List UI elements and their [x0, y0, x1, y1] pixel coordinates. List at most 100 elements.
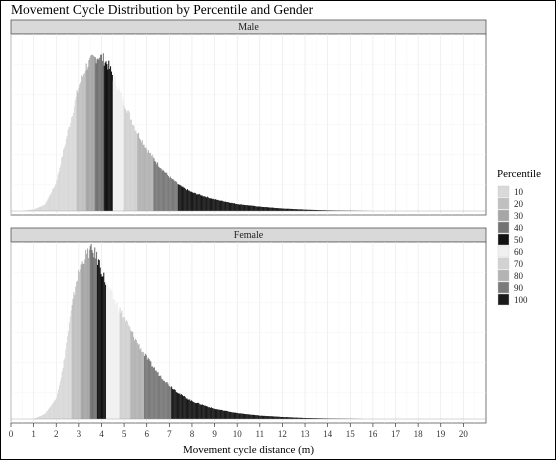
histogram-bar [294, 209, 296, 211]
histogram-bar [91, 54, 93, 211]
histogram-bar [223, 410, 225, 419]
histogram-bar [274, 416, 276, 419]
histogram-bar [223, 201, 225, 211]
histogram-bar [194, 402, 196, 419]
histogram-bar [178, 393, 180, 419]
histogram-bar [322, 210, 324, 211]
histogram-bar [80, 82, 82, 211]
histogram-bar [40, 415, 42, 419]
histogram-bar [113, 75, 115, 211]
histogram-bar [212, 199, 214, 211]
histogram-bar [152, 366, 154, 419]
histogram-bar [252, 414, 254, 419]
histogram-bar [103, 272, 105, 419]
histogram-bar [29, 209, 31, 211]
histogram-bar [153, 158, 155, 211]
histogram-bar [273, 207, 275, 211]
histogram-bar [140, 348, 142, 419]
histogram-bar [89, 57, 91, 211]
histogram-bar [190, 191, 192, 211]
histogram-bar [149, 152, 151, 211]
histogram-bar [315, 418, 317, 419]
histogram-bar [148, 152, 150, 211]
histogram-bar [110, 289, 112, 419]
histogram-bar [106, 64, 108, 211]
histogram-bar [319, 210, 321, 211]
histogram-bar [284, 417, 286, 419]
histogram-bar [77, 280, 79, 419]
histogram-bar [147, 152, 149, 211]
x-tick-label: 12 [278, 429, 287, 439]
histogram-bar [173, 389, 175, 419]
histogram-bar [280, 208, 282, 211]
histogram-bar [63, 360, 65, 419]
histogram-bar [205, 197, 207, 211]
histogram-bar [333, 210, 335, 211]
histogram-bar [251, 414, 253, 419]
histogram-bar [246, 413, 248, 419]
histogram-bar [163, 380, 165, 419]
histogram-bar [166, 172, 168, 211]
histogram-bar [253, 205, 255, 211]
histogram-bar [154, 161, 156, 211]
histogram-bar [167, 174, 169, 211]
histogram-bar [211, 407, 213, 419]
histogram-bar [198, 402, 200, 419]
histogram-bar [242, 204, 244, 211]
histogram-bar [224, 201, 226, 211]
histogram-bar [164, 172, 166, 211]
histogram-bar [150, 155, 152, 211]
histogram-bar [275, 207, 277, 211]
histogram-bar [297, 417, 299, 419]
histogram-bar [168, 385, 170, 419]
histogram-bar [182, 395, 184, 419]
histogram-bar [321, 418, 323, 419]
histogram-bar [253, 414, 255, 419]
histogram-bar [61, 157, 63, 211]
histogram-bar [62, 368, 64, 419]
histogram-bar [188, 399, 190, 419]
histogram-bar [269, 207, 271, 211]
histogram-bar [193, 193, 195, 211]
histogram-bar [294, 417, 296, 419]
x-tick-label: 9 [212, 429, 217, 439]
histogram-bar [277, 208, 279, 211]
histogram-bar [119, 307, 121, 419]
histogram-bar [300, 417, 302, 419]
histogram-bar [111, 290, 113, 419]
histogram-bar [267, 416, 269, 419]
histogram-bar [332, 210, 334, 211]
histogram-bar [122, 97, 124, 211]
histogram-bar [55, 183, 57, 211]
histogram-bar [106, 283, 108, 419]
histogram-bar [221, 200, 223, 211]
histogram-bar [288, 208, 290, 211]
histogram-bar [52, 189, 54, 211]
histogram-bar [42, 414, 44, 419]
histogram-bar [262, 415, 264, 419]
histogram-bar [91, 54, 93, 212]
histogram-bar [176, 181, 178, 211]
histogram-bar [174, 181, 176, 211]
histogram-bar [128, 110, 130, 211]
legend-swatch [497, 281, 510, 294]
x-tick-label: 17 [391, 429, 401, 439]
histogram-bar [139, 139, 141, 211]
histogram-bar [222, 200, 224, 211]
histogram-bar [285, 208, 287, 211]
histogram-bar [34, 209, 36, 211]
histogram-bar [108, 60, 110, 212]
legend-label: 90 [514, 283, 524, 293]
histogram-bar [271, 207, 273, 211]
histogram-bar [76, 90, 78, 211]
histogram-bar [113, 299, 115, 419]
histogram-bar [238, 413, 240, 419]
histogram-bar [184, 187, 186, 211]
histogram-bar [159, 375, 161, 419]
histogram-bar [142, 351, 144, 419]
histogram-bar [313, 209, 315, 211]
histogram-bar [243, 204, 245, 211]
histogram-bar [263, 415, 265, 419]
legend-label: 50 [514, 235, 524, 245]
histogram-bar [90, 243, 92, 419]
